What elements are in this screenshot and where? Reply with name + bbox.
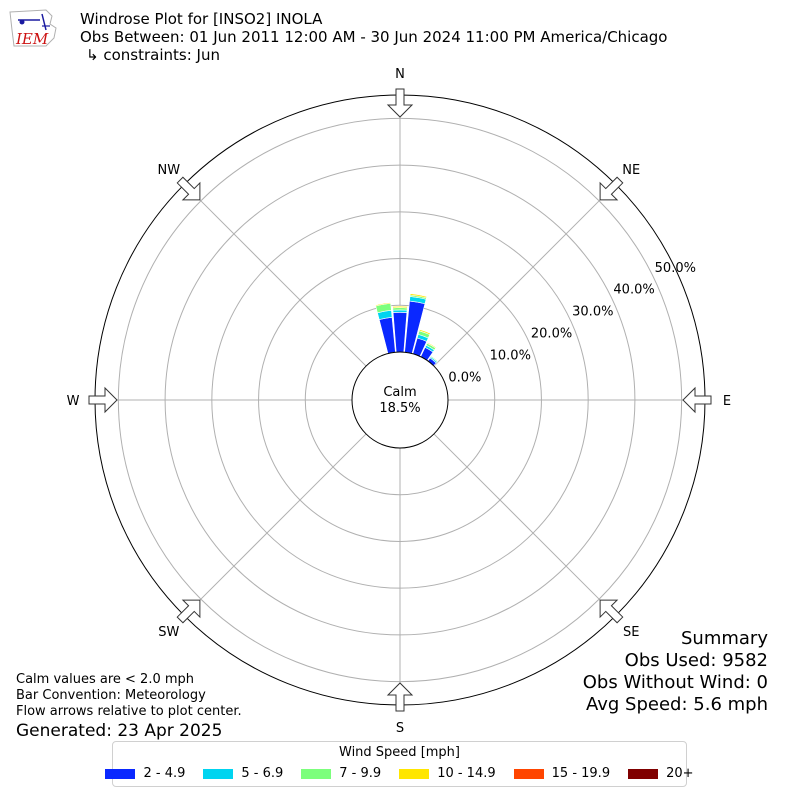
legend-item: 5 - 6.9 bbox=[203, 766, 283, 781]
calm-value: 18.5% bbox=[379, 401, 420, 416]
wind-bar-segment bbox=[392, 311, 408, 353]
wind-bar-segment bbox=[418, 329, 431, 336]
legend-item: 15 - 19.9 bbox=[513, 766, 611, 781]
radial-tick-label: 40.0% bbox=[613, 283, 654, 298]
radial-tick-label: 20.0% bbox=[531, 327, 572, 342]
radial-tick-labels: 0.0% 10.0%20.0%30.0%40.0%50.0% bbox=[448, 261, 696, 386]
direction-label: E bbox=[723, 394, 731, 409]
flow-arrow-icon bbox=[386, 682, 414, 712]
legend-swatch bbox=[399, 768, 430, 779]
legend-swatch bbox=[301, 768, 332, 779]
radial-tick-label: 0.0% bbox=[448, 370, 481, 385]
direction-label: SE bbox=[623, 625, 639, 640]
chart-title: Windrose Plot for [INSO2] INOLA bbox=[80, 10, 323, 28]
legend-swatch bbox=[628, 768, 659, 779]
direction-label: W bbox=[67, 394, 80, 409]
grid-spoke bbox=[183, 183, 367, 367]
obs-without-wind: Obs Without Wind: 0 bbox=[582, 672, 768, 693]
legend-label: 7 - 9.9 bbox=[339, 766, 382, 781]
legend-swatch bbox=[105, 768, 136, 779]
flow-arrow-icon bbox=[682, 386, 712, 414]
flow-arrow-icon bbox=[386, 88, 414, 118]
summary-block: Summary Obs Used: 9582 Obs Without Wind:… bbox=[583, 628, 768, 716]
wind-bar-segment bbox=[392, 305, 408, 309]
flow-arrow-icon bbox=[176, 176, 201, 201]
direction-label: NE bbox=[622, 163, 640, 178]
chart-header: Windrose Plot for [INSO2] INOLA Obs Betw… bbox=[80, 10, 667, 64]
legend-swatch bbox=[513, 768, 544, 779]
avg-speed: Avg Speed: 5.6 mph bbox=[586, 694, 768, 715]
wind-bar-segment bbox=[375, 302, 392, 307]
bar-convention-note: Bar Convention: Meteorology bbox=[16, 688, 206, 703]
wind-bar-segment bbox=[426, 341, 437, 349]
legend-item: 7 - 9.9 bbox=[301, 766, 381, 781]
radial-tick-label: 30.0% bbox=[572, 305, 613, 320]
speed-legend: Wind Speed [mph] 2 - 4.9 5 - 6.9 7 - 9.9 10… bbox=[105, 741, 694, 787]
legend-item: 2 - 4.9 bbox=[105, 766, 185, 781]
direction-label: SW bbox=[158, 625, 179, 640]
constraints-label: ↳ constraints: Jun bbox=[86, 46, 220, 64]
legend-title: Wind Speed [mph] bbox=[339, 745, 460, 760]
legend-label: 2 - 4.9 bbox=[143, 766, 186, 781]
direction-label: S bbox=[396, 721, 404, 736]
flow-arrows-note: Flow arrows relative to plot center. bbox=[16, 704, 242, 719]
summary-title: Summary bbox=[681, 628, 768, 649]
direction-label: N bbox=[395, 67, 405, 82]
notes-block: Calm values are < 2.0 mph Bar Convention… bbox=[16, 672, 242, 742]
legend-item: 10 - 14.9 bbox=[399, 766, 496, 781]
calm-label: Calm bbox=[383, 385, 416, 400]
legend-item: 20+ bbox=[628, 766, 694, 781]
grid-spoke bbox=[433, 183, 617, 367]
flow-arrow-icon bbox=[599, 176, 624, 201]
wind-bars bbox=[375, 293, 439, 367]
legend-label: 5 - 6.9 bbox=[241, 766, 284, 781]
flow-arrows bbox=[88, 88, 712, 712]
grid-spoke bbox=[433, 433, 617, 617]
direction-labels: N NE E SE S SW W NW bbox=[67, 67, 732, 736]
flow-arrow-icon bbox=[88, 386, 118, 414]
grid-spoke bbox=[183, 433, 367, 617]
legend-label: 20+ bbox=[666, 766, 694, 781]
generated-date: Generated: 23 Apr 2025 bbox=[16, 721, 223, 741]
flow-arrow-icon bbox=[599, 599, 624, 624]
svg-text:IEM: IEM bbox=[15, 30, 49, 48]
legend-items: 2 - 4.9 5 - 6.9 7 - 9.9 10 - 14.9 15 - 19.9 2… bbox=[105, 766, 694, 781]
direction-label: NW bbox=[157, 163, 180, 178]
obs-between: Obs Between: 01 Jun 2011 12:00 AM - 30 J… bbox=[80, 28, 668, 46]
windrose-plot: 0.0% 10.0%20.0%30.0%40.0%50.0% N NE E SE S SW W… bbox=[67, 67, 732, 736]
radial-tick-label: 50.0% bbox=[655, 261, 696, 276]
wind-bar-segment bbox=[409, 293, 428, 299]
wind-bar-segment bbox=[430, 355, 439, 363]
radial-tick-label: 10.0% bbox=[490, 349, 531, 364]
legend-label: 15 - 19.9 bbox=[551, 766, 611, 781]
flow-arrow-icon bbox=[176, 599, 201, 624]
wind-bar-segment bbox=[378, 317, 396, 354]
obs-used: Obs Used: 9582 bbox=[624, 650, 768, 671]
legend-label: 10 - 14.9 bbox=[437, 766, 496, 781]
calm-note: Calm values are < 2.0 mph bbox=[16, 672, 195, 687]
calm-circle: Calm 18.5% bbox=[351, 351, 449, 449]
iem-logo: IEM bbox=[6, 6, 64, 50]
legend-swatch bbox=[203, 768, 234, 779]
